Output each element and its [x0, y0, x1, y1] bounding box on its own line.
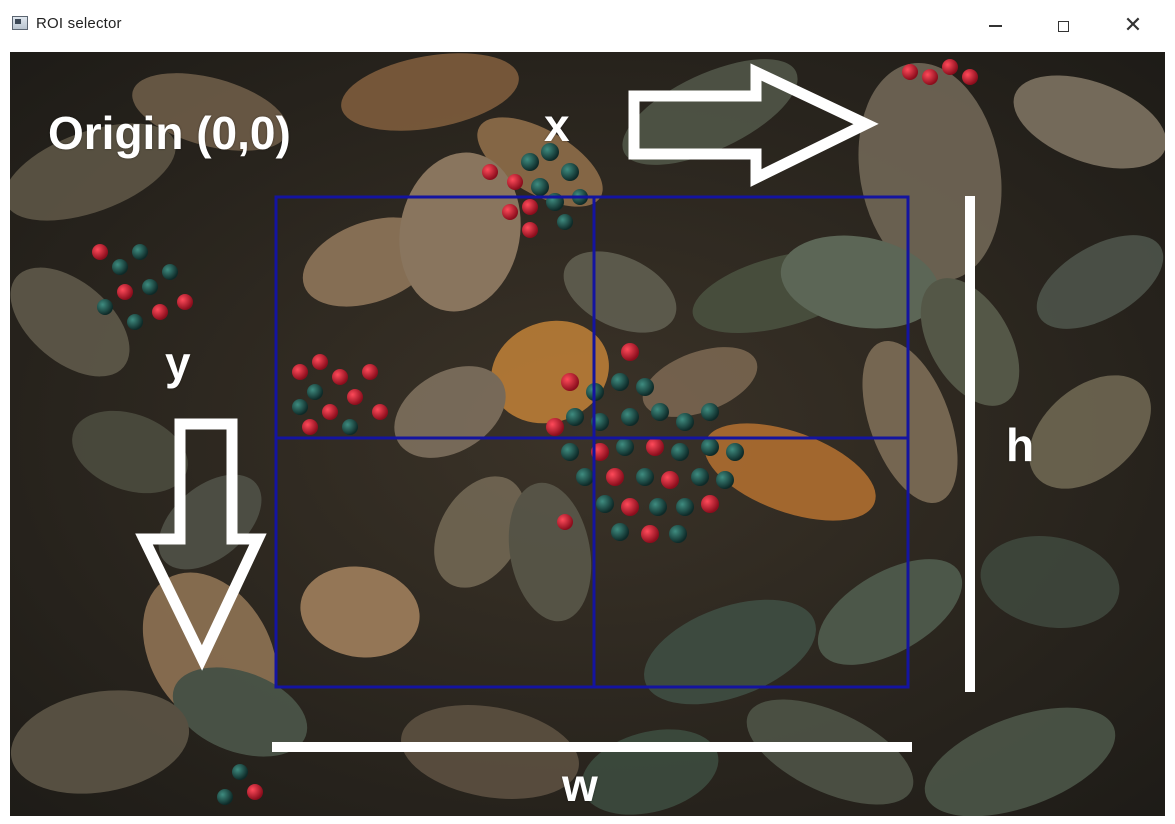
close-button[interactable]: ✕: [1098, 0, 1168, 52]
h-label: h: [1006, 419, 1035, 471]
minimize-button[interactable]: [962, 0, 1028, 52]
minimize-icon: [988, 25, 1002, 27]
berry-clusters: [92, 59, 978, 805]
close-icon: ✕: [1123, 13, 1143, 38]
title-bar[interactable]: ROI selector ✕: [0, 0, 1175, 52]
y-arrow-icon: [135, 418, 267, 671]
origin-label: Origin (0,0): [48, 107, 291, 159]
y-label: y: [165, 337, 191, 389]
x-label: x: [544, 99, 570, 151]
maximize-button[interactable]: [1030, 0, 1096, 52]
annotation-overlay: [135, 63, 975, 752]
roi-rectangle: [274, 195, 910, 689]
x-arrow-icon: [628, 63, 879, 187]
roi-selection-grid: [274, 195, 910, 689]
window-title: ROI selector: [36, 15, 122, 32]
leaf-group: [10, 53, 1165, 816]
app-window-icon: [12, 16, 28, 30]
image-canvas[interactable]: Origin (0,0) x y h w: [10, 52, 1165, 816]
w-label: w: [562, 759, 598, 811]
maximize-icon: [1057, 20, 1069, 32]
